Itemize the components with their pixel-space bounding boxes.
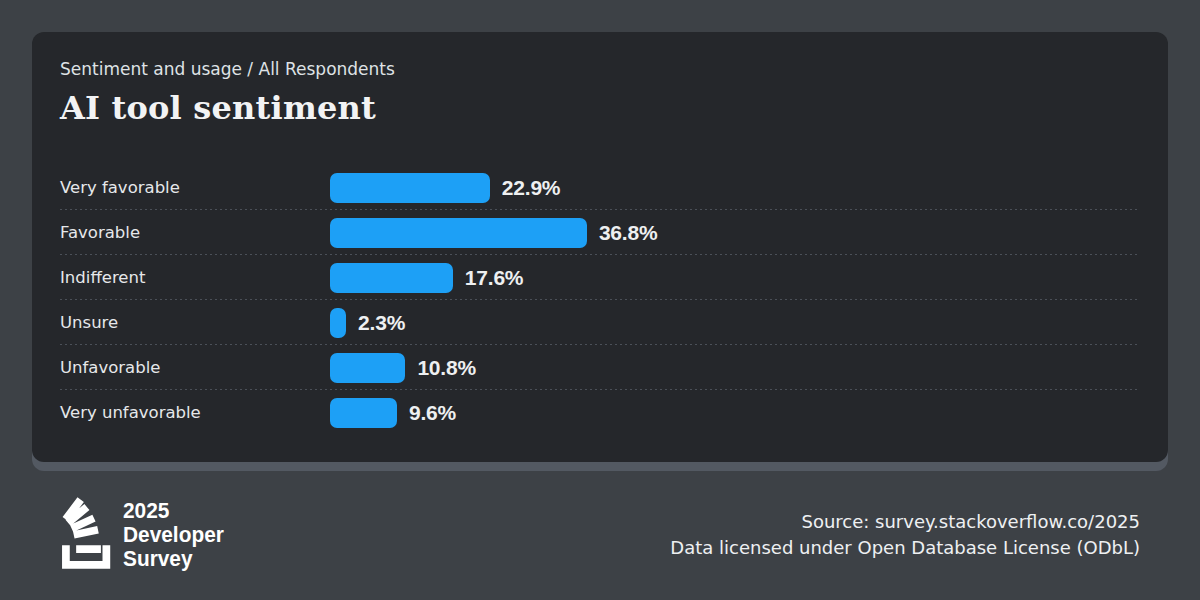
survey-logo: 2025 Developer Survey (60, 496, 227, 574)
value-label: 2.3% (358, 311, 405, 335)
category-label: Favorable (60, 223, 330, 242)
value-label: 22.9% (502, 176, 561, 200)
chart-row: Indifferent 17.6% (60, 255, 1140, 300)
category-label: Indifferent (60, 268, 330, 287)
bar-very-favorable (330, 173, 490, 203)
chart-row: Very unfavorable 9.6% (60, 390, 1140, 435)
category-label: Very favorable (60, 178, 330, 197)
chart-row: Favorable 36.8% (60, 210, 1140, 255)
bar-favorable (330, 218, 587, 248)
bar-unsure (330, 308, 346, 338)
chart-row: Very favorable 22.9% (60, 165, 1140, 210)
chart: Very favorable 22.9% Favorable 36.8% Indiffe… (60, 165, 1140, 435)
value-label: 10.8% (417, 356, 476, 380)
survey-logo-line2: Survey (123, 547, 224, 571)
chart-card: Sentiment and usage / All Respondents AI… (32, 32, 1168, 462)
license-line: Data licensed under Open Database Licens… (670, 535, 1140, 562)
value-label: 17.6% (465, 266, 524, 290)
bar-indifferent (330, 263, 453, 293)
value-label: 36.8% (599, 221, 658, 245)
category-label: Very unfavorable (60, 403, 330, 422)
category-label: Unsure (60, 313, 330, 332)
page-title: AI tool sentiment (60, 89, 1140, 127)
source-line: Source: survey.stackoverflow.co/2025 (670, 509, 1140, 536)
chart-row: Unfavorable 10.8% (60, 345, 1140, 390)
chart-row: Unsure 2.3% (60, 300, 1140, 345)
source-attribution: Source: survey.stackoverflow.co/2025 Dat… (670, 509, 1140, 562)
bar-unfavorable (330, 353, 405, 383)
stackoverflow-logo-icon (60, 496, 112, 574)
category-label: Unfavorable (60, 358, 330, 377)
value-label: 9.6% (409, 401, 456, 425)
chart-subtitle: Sentiment and usage / All Respondents (60, 58, 1140, 80)
survey-logo-text: 2025 Developer Survey (123, 499, 224, 571)
survey-logo-year: 2025 (123, 499, 224, 523)
footer: 2025 Developer Survey Source: survey.sta… (0, 471, 1200, 599)
survey-logo-line1: Developer (123, 523, 224, 547)
bar-very-unfavorable (330, 398, 397, 428)
